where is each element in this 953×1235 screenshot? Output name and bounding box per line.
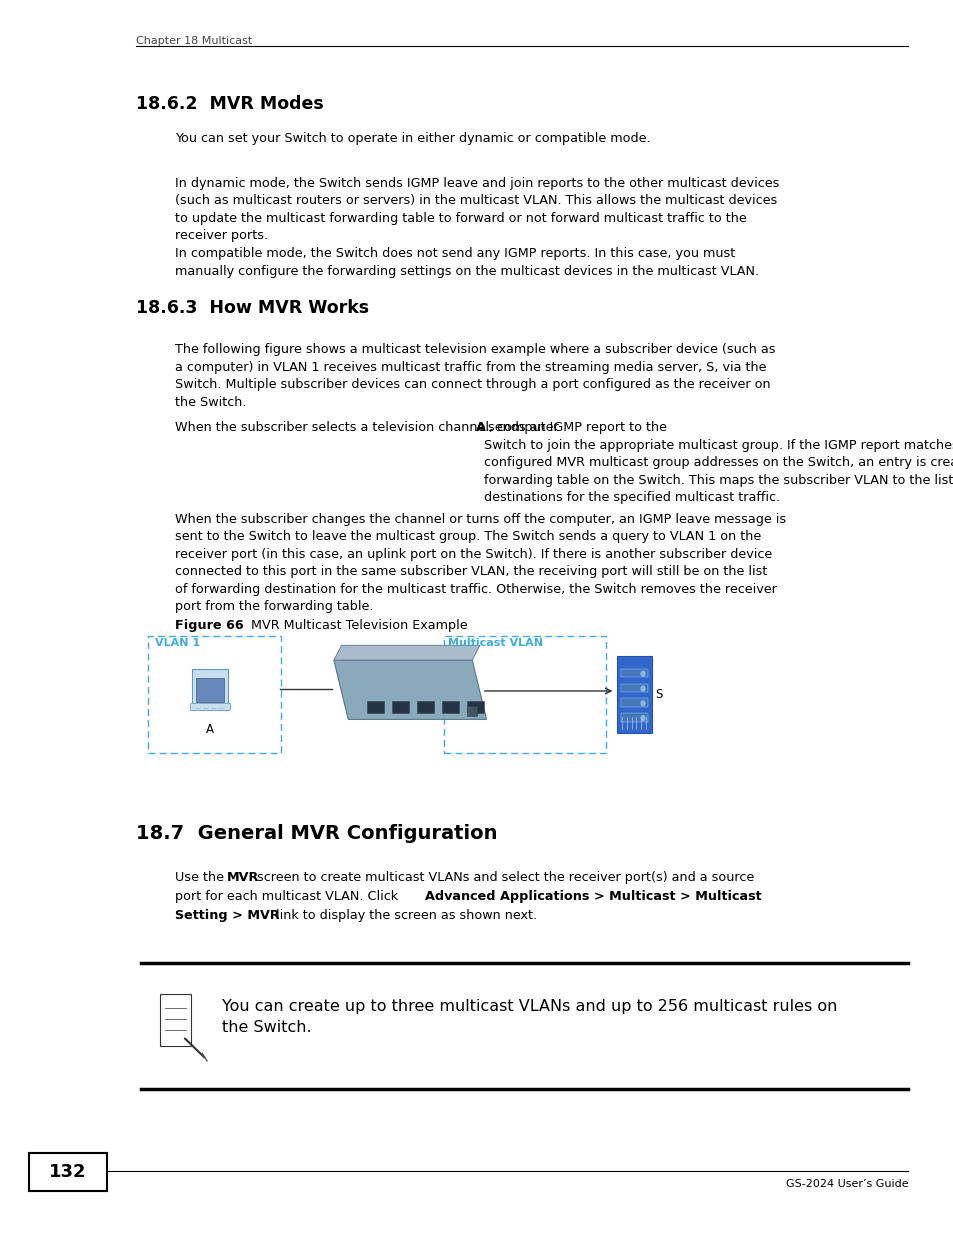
Text: port for each multicast VLAN. Click: port for each multicast VLAN. Click bbox=[174, 889, 401, 903]
Text: 18.7  General MVR Configuration: 18.7 General MVR Configuration bbox=[136, 824, 497, 842]
Text: 18.6.3  How MVR Works: 18.6.3 How MVR Works bbox=[136, 299, 369, 317]
FancyBboxPatch shape bbox=[443, 636, 605, 753]
FancyBboxPatch shape bbox=[190, 704, 230, 709]
Text: You can create up to three multicast VLANs and up to 256 multicast rules on
the : You can create up to three multicast VLA… bbox=[222, 999, 837, 1035]
Circle shape bbox=[640, 672, 644, 677]
Text: In compatible mode, the Switch does not send any IGMP reports. In this case, you: In compatible mode, the Switch does not … bbox=[174, 247, 758, 278]
Text: sends an IGMP report to the
Switch to join the appropriate multicast group. If t: sends an IGMP report to the Switch to jo… bbox=[484, 421, 953, 504]
FancyBboxPatch shape bbox=[620, 684, 647, 692]
FancyBboxPatch shape bbox=[192, 669, 228, 709]
Text: 132: 132 bbox=[49, 1163, 87, 1181]
FancyBboxPatch shape bbox=[441, 701, 458, 714]
FancyBboxPatch shape bbox=[620, 699, 647, 706]
Text: Chapter 18 Multicast: Chapter 18 Multicast bbox=[136, 36, 253, 46]
Text: S: S bbox=[655, 688, 662, 701]
FancyBboxPatch shape bbox=[466, 701, 483, 714]
FancyBboxPatch shape bbox=[160, 994, 191, 1046]
Text: Advanced Applications > Multicast > Multicast: Advanced Applications > Multicast > Mult… bbox=[425, 889, 761, 903]
FancyBboxPatch shape bbox=[148, 636, 281, 753]
Text: GS-2024 User’s Guide: GS-2024 User’s Guide bbox=[784, 1179, 907, 1189]
FancyBboxPatch shape bbox=[29, 1153, 107, 1191]
Text: link to display the screen as shown next.: link to display the screen as shown next… bbox=[272, 909, 537, 923]
FancyBboxPatch shape bbox=[620, 669, 647, 677]
Text: A: A bbox=[206, 724, 213, 736]
Text: VLAN 1: VLAN 1 bbox=[154, 638, 199, 648]
Text: A: A bbox=[476, 421, 485, 435]
Polygon shape bbox=[334, 659, 486, 719]
Circle shape bbox=[640, 716, 644, 721]
Polygon shape bbox=[334, 645, 479, 659]
FancyBboxPatch shape bbox=[620, 714, 647, 721]
Text: When the subscriber selects a television channel, computer: When the subscriber selects a television… bbox=[174, 421, 561, 435]
FancyBboxPatch shape bbox=[195, 678, 224, 701]
Text: The following figure shows a multicast television example where a subscriber dev: The following figure shows a multicast t… bbox=[174, 343, 774, 409]
FancyBboxPatch shape bbox=[392, 701, 409, 714]
Text: Use the: Use the bbox=[174, 871, 228, 884]
FancyBboxPatch shape bbox=[416, 701, 434, 714]
Text: When the subscriber changes the channel or turns off the computer, an IGMP leave: When the subscriber changes the channel … bbox=[174, 513, 785, 613]
FancyBboxPatch shape bbox=[467, 706, 476, 716]
Text: Multicast VLAN: Multicast VLAN bbox=[448, 638, 543, 648]
Text: You can set your Switch to operate in either dynamic or compatible mode.: You can set your Switch to operate in ei… bbox=[174, 132, 650, 146]
FancyBboxPatch shape bbox=[617, 657, 651, 734]
Text: Figure 66: Figure 66 bbox=[174, 619, 243, 632]
Text: Setting > MVR: Setting > MVR bbox=[174, 909, 279, 923]
Text: MVR Multicast Television Example: MVR Multicast Television Example bbox=[239, 619, 468, 632]
Text: In dynamic mode, the Switch sends IGMP leave and join reports to the other multi: In dynamic mode, the Switch sends IGMP l… bbox=[174, 177, 779, 242]
Circle shape bbox=[640, 687, 644, 692]
Circle shape bbox=[640, 701, 644, 706]
Text: MVR: MVR bbox=[227, 871, 259, 884]
Text: screen to create multicast VLANs and select the receiver port(s) and a source: screen to create multicast VLANs and sel… bbox=[253, 871, 753, 884]
Text: 18.6.2  MVR Modes: 18.6.2 MVR Modes bbox=[136, 95, 324, 114]
FancyBboxPatch shape bbox=[367, 701, 384, 714]
